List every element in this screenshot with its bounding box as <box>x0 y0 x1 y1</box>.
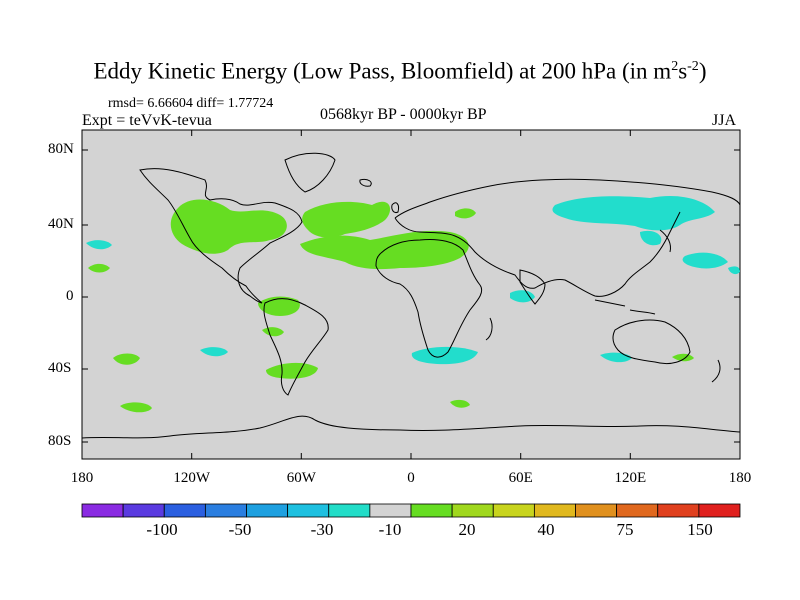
patch-north-pacific <box>552 195 715 231</box>
colorbar-swatch <box>122 503 165 518</box>
coast-japan <box>659 229 671 253</box>
colorbar-label: -100 <box>146 520 178 539</box>
coast-greenland <box>284 152 336 193</box>
coast-iceland <box>359 179 372 187</box>
patch-pacific-west <box>88 263 110 273</box>
coast-india <box>519 269 546 305</box>
colorbar-label: 75 <box>616 520 634 539</box>
colorbar <box>81 503 741 518</box>
patch-south-pacific-mid <box>200 347 228 357</box>
colorbar-swatch <box>492 503 535 518</box>
experiment-label: Expt = teVvK-tevua <box>82 112 212 129</box>
coast-africa <box>375 239 483 358</box>
coast-new-zealand <box>711 359 721 383</box>
patch-west-pacific-edge <box>86 240 112 250</box>
lon-label-180w: 180 <box>70 470 94 486</box>
colorbar-label: 150 <box>687 520 713 539</box>
colorbar-swatch <box>410 503 453 518</box>
lon-label-120e: 120E <box>614 470 647 486</box>
patch-north-america <box>170 199 287 254</box>
colorbar-swatch <box>287 503 330 518</box>
patch-south-indian <box>672 353 694 362</box>
colorbar-swatch <box>81 503 124 518</box>
colorbar-swatch <box>246 503 289 518</box>
lon-label-120w: 120W <box>173 470 211 486</box>
patch-southern-ocean-1 <box>120 402 152 413</box>
lat-label-40s: 40S <box>48 360 72 376</box>
patch-south-atlantic <box>266 362 318 379</box>
coast-eurasia <box>394 178 741 297</box>
patch-north-atlantic <box>302 201 391 238</box>
coast-indonesia <box>594 299 656 315</box>
lon-label-60e: 60E <box>508 470 533 486</box>
colorbar-swatch <box>616 503 659 518</box>
plot-title: Eddy Kinetic Energy (Low Pass, Bloomfiel… <box>93 58 707 84</box>
colorbar-swatch <box>533 503 576 518</box>
colorbar-swatch <box>204 503 247 518</box>
patch-northwest-pacific <box>640 230 662 246</box>
colorbar-label: 40 <box>537 520 555 539</box>
lon-label-60w: 60W <box>286 470 316 486</box>
colorbar-swatch <box>698 503 741 518</box>
patch-south-america-2 <box>262 327 284 337</box>
lon-label-180e: 180 <box>728 470 752 486</box>
lat-label-0: 0 <box>66 288 74 304</box>
colorbar-swatch <box>657 503 700 518</box>
patch-north-pacific-east <box>682 252 728 269</box>
positive-anomaly-regions <box>88 199 694 413</box>
patch-south-pacific <box>113 353 140 365</box>
coast-madagascar <box>485 317 493 341</box>
patch-europe <box>455 208 476 219</box>
colorbar-swatch <box>369 503 412 518</box>
colorbar-label: -10 <box>378 520 402 539</box>
colorbar-label: -50 <box>228 520 252 539</box>
coast-antarctica <box>81 415 741 439</box>
axis-ticks <box>82 130 740 459</box>
colorbar-label: 20 <box>458 520 476 539</box>
colorbar-swatch <box>163 503 206 518</box>
coast-north-america <box>139 168 303 304</box>
stats-text: rmsd= 6.66604 diff= 1.77724 <box>108 96 274 111</box>
lat-label-40n: 40N <box>48 216 74 232</box>
lat-label-80s: 80S <box>48 433 72 449</box>
coast-south-america <box>263 298 329 396</box>
colorbar-label: -30 <box>310 520 334 539</box>
colorbar-swatch <box>575 503 618 518</box>
colorbar-swatch <box>328 503 371 518</box>
coastlines <box>81 152 741 439</box>
coast-british-isles <box>391 202 399 213</box>
lat-label-80n: 80N <box>48 141 74 157</box>
lon-label-0: 0 <box>407 470 415 486</box>
coast-australia <box>612 319 691 365</box>
patch-southern-ocean-2 <box>450 399 470 408</box>
period-label: 0568kyr BP - 0000kyr BP <box>320 106 487 123</box>
patch-indian-ocean <box>510 290 535 303</box>
patch-north-pacific-far-east <box>728 266 740 275</box>
colorbar-swatch <box>451 503 494 518</box>
season-label: JJA <box>712 112 737 129</box>
